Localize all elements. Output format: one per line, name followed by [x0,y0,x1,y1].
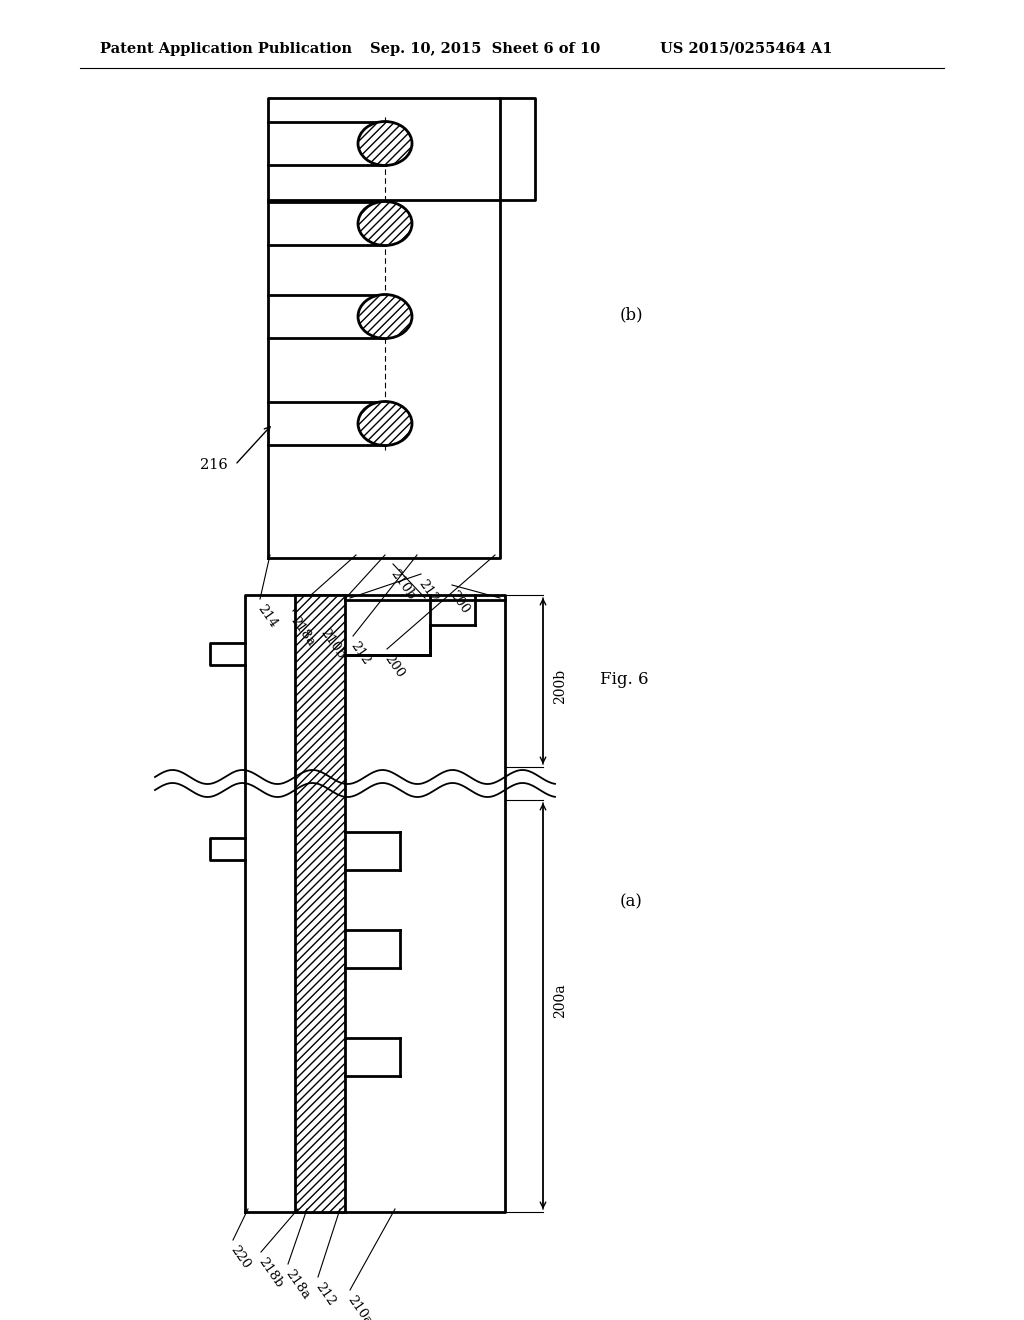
Text: (a): (a) [620,894,643,911]
Text: 216: 216 [201,458,228,473]
Bar [295,595,345,1212]
Text: 200a: 200a [553,983,567,1018]
Text: 218a: 218a [283,1267,312,1302]
Text: 212: 212 [313,1280,338,1308]
Text: US 2015/0255464 A1: US 2015/0255464 A1 [660,42,833,55]
Text: 212: 212 [348,639,373,667]
Ellipse shape [358,401,412,446]
Text: 220: 220 [228,1243,253,1271]
Text: 212: 212 [416,577,441,605]
Text: 214: 214 [255,602,280,630]
Text: 200: 200 [447,587,472,616]
Text: 210b: 210b [388,568,418,602]
Text: Sep. 10, 2015  Sheet 6 of 10: Sep. 10, 2015 Sheet 6 of 10 [370,42,600,55]
Text: Fig. 6: Fig. 6 [600,672,648,689]
Text: 200b: 200b [553,668,567,704]
Ellipse shape [358,121,412,165]
Text: (b): (b) [620,306,644,323]
Ellipse shape [358,202,412,246]
Text: 210b: 210b [318,626,348,661]
Text: 218a: 218a [288,614,317,648]
Text: 200: 200 [382,652,408,680]
Text: 210a: 210a [345,1294,375,1320]
Text: 218b: 218b [256,1255,286,1290]
Ellipse shape [358,294,412,338]
Text: Patent Application Publication: Patent Application Publication [100,42,352,55]
Bar [295,595,345,1212]
